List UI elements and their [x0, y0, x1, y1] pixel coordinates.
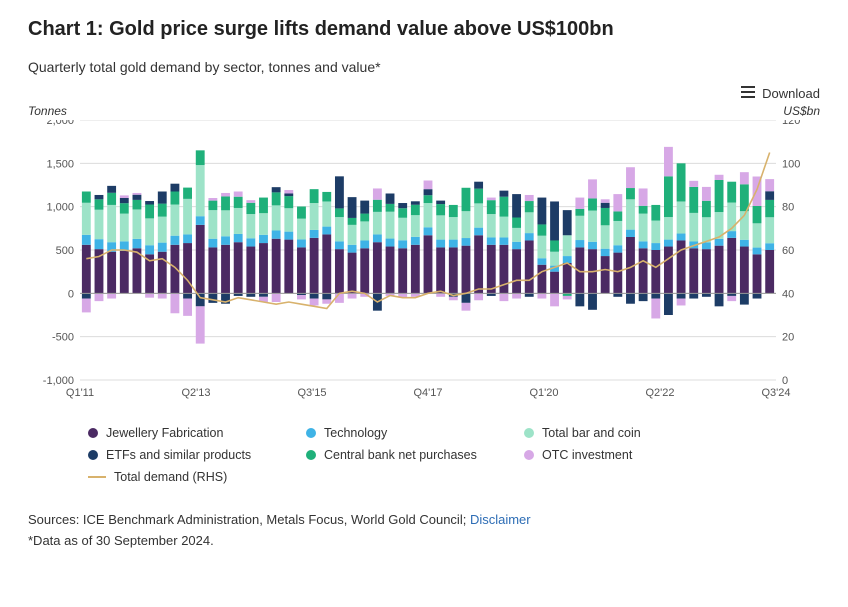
- chart-svg: -1,000 -500 0 500 1,000 1,500 2,000 0 20 40 60 80 10…: [28, 120, 820, 400]
- svg-text:-500: -500: [52, 332, 74, 344]
- chart-title: Chart 1: Gold price surge lifts demand v…: [28, 18, 820, 41]
- legend-swatch: [306, 450, 316, 460]
- chart-area: Tonnes US$bn -1,000 -500 0 500 1,000 1,500 2,0…: [28, 106, 820, 406]
- y-left-title: Tonnes: [28, 104, 67, 118]
- footnote: *Data as of 30 September 2024.: [28, 531, 820, 552]
- legend-label: Technology: [324, 426, 387, 440]
- legend-swatch: [88, 476, 106, 478]
- svg-text:Q2'13: Q2'13: [181, 387, 210, 399]
- legend-swatch: [88, 428, 98, 438]
- legend-swatch: [88, 450, 98, 460]
- svg-text:2,000: 2,000: [46, 120, 74, 127]
- svg-text:0: 0: [68, 288, 74, 300]
- chart-footer: Sources: ICE Benchmark Administration, M…: [28, 510, 820, 552]
- download-button[interactable]: Download: [28, 85, 820, 102]
- y-right-title: US$bn: [783, 104, 820, 118]
- legend-swatch: [524, 450, 534, 460]
- legend-swatch: [306, 428, 316, 438]
- svg-text:Q1'20: Q1'20: [529, 387, 558, 399]
- svg-text:Q2'22: Q2'22: [645, 387, 674, 399]
- download-label: Download: [762, 86, 820, 101]
- legend-item-jewellery: Jewellery Fabrication: [88, 426, 278, 440]
- legend-label: Jewellery Fabrication: [106, 426, 223, 440]
- legend-label: Total bar and coin: [542, 426, 641, 440]
- svg-text:0: 0: [782, 375, 788, 387]
- chart-subtitle: Quarterly total gold demand by sector, t…: [28, 59, 820, 75]
- legend-label: OTC investment: [542, 448, 632, 462]
- svg-text:60: 60: [782, 245, 794, 257]
- hamburger-icon: [740, 85, 756, 102]
- svg-text:Q3'24: Q3'24: [761, 387, 790, 399]
- legend-label: Total demand (RHS): [114, 470, 227, 484]
- legend-item-otc: OTC investment: [524, 448, 714, 462]
- legend-swatch: [524, 428, 534, 438]
- sources-text: Sources: ICE Benchmark Administration, M…: [28, 512, 470, 527]
- svg-text:Q3'15: Q3'15: [297, 387, 326, 399]
- legend-label: Central bank net purchases: [324, 448, 477, 462]
- legend-item-technology: Technology: [306, 426, 496, 440]
- svg-text:-1,000: -1,000: [43, 375, 74, 387]
- svg-text:1,500: 1,500: [46, 158, 74, 170]
- svg-text:Q1'11: Q1'11: [66, 387, 94, 399]
- svg-text:Q4'17: Q4'17: [413, 387, 442, 399]
- svg-text:20: 20: [782, 332, 794, 344]
- legend-item-etf: ETFs and similar products: [88, 448, 278, 462]
- svg-text:500: 500: [56, 245, 74, 257]
- svg-text:1,000: 1,000: [46, 202, 74, 214]
- svg-text:80: 80: [782, 202, 794, 214]
- legend-item-line: Total demand (RHS): [88, 470, 278, 484]
- svg-text:120: 120: [782, 120, 800, 127]
- disclaimer-link[interactable]: Disclaimer: [470, 512, 531, 527]
- legend: Jewellery Fabrication Technology Total bar…: [28, 426, 748, 484]
- legend-item-bar_coin: Total bar and coin: [524, 426, 714, 440]
- svg-text:100: 100: [782, 158, 800, 170]
- svg-text:40: 40: [782, 288, 794, 300]
- legend-label: ETFs and similar products: [106, 448, 251, 462]
- legend-item-central_bank: Central bank net purchases: [306, 448, 496, 462]
